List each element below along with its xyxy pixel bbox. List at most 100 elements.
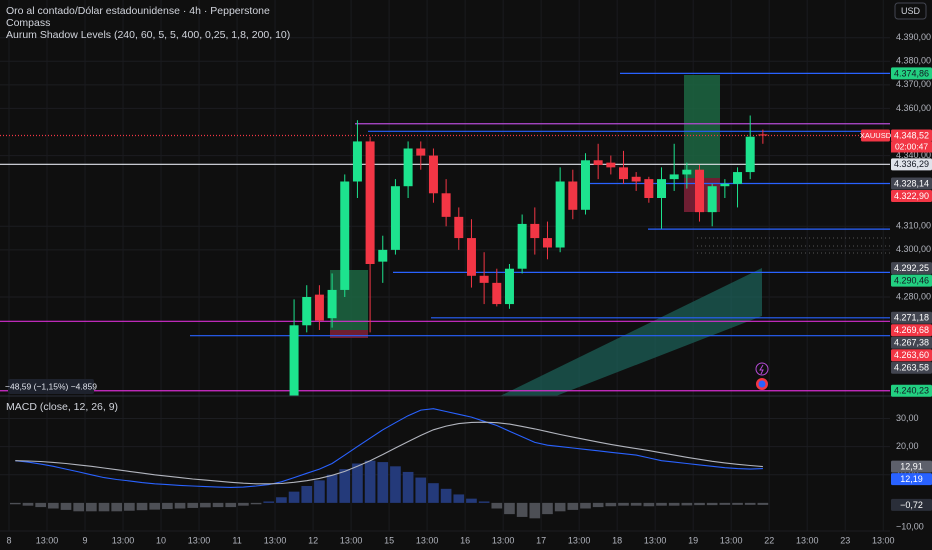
histogram-bar <box>136 502 148 511</box>
candle-body <box>733 172 743 184</box>
price-tag: 4.292,25 <box>894 263 929 273</box>
x-tick-label: 13:00 <box>872 535 895 545</box>
candles <box>289 115 768 396</box>
histogram-bar <box>554 502 566 512</box>
histogram-bar <box>694 502 705 506</box>
price-tag-bg <box>891 460 932 473</box>
price-tag-bg <box>891 311 932 324</box>
y-tick-label: 4.370,00 <box>896 79 931 89</box>
histogram-bar <box>732 502 743 505</box>
histogram-bar <box>466 498 477 503</box>
histogram-bar <box>238 502 249 506</box>
x-tick-label: 13:00 <box>264 535 287 545</box>
price-tag-bg <box>891 129 932 142</box>
histogram-bar <box>60 502 72 510</box>
x-tick-label: 23 <box>840 535 850 545</box>
countdown: 02:00:47 <box>895 142 928 152</box>
x-tick-label: 10 <box>156 535 166 545</box>
currency-box[interactable] <box>894 2 927 20</box>
price-tag-bg <box>891 361 932 374</box>
histogram-bar <box>719 502 731 505</box>
alert-icon[interactable] <box>755 362 769 376</box>
price-tags: 4.374,864.348,52XAUUSD02:00:474.336,294.… <box>860 67 932 511</box>
candle-body <box>327 289 337 319</box>
candle-body <box>492 282 502 305</box>
price-tag-bg <box>891 324 932 337</box>
x-tick-label: 15 <box>384 535 394 545</box>
histogram-bar <box>326 474 338 503</box>
symbol-tag: XAUUSD <box>860 131 892 140</box>
candle-body <box>378 249 388 262</box>
x-tick-label: 13:00 <box>112 535 135 545</box>
histogram-bar <box>744 502 756 505</box>
histogram-bar <box>10 502 21 505</box>
candle-body <box>555 181 565 248</box>
measure-box <box>8 379 94 394</box>
price-tag: 4.348,52 <box>894 130 929 140</box>
currency: USD <box>901 6 921 16</box>
y-tick-label: 4.310,00 <box>896 221 931 231</box>
macd-pane <box>10 408 769 519</box>
x-tick-label: 18 <box>612 535 622 545</box>
price-tag: 4.290,46 <box>894 276 929 286</box>
candle-body <box>745 136 755 173</box>
histogram-bar <box>339 469 351 503</box>
candle-body <box>657 179 667 198</box>
histogram-bar <box>124 502 135 511</box>
y-tick-label: 4.380,00 <box>896 56 931 66</box>
y-tick-label: 4.300,00 <box>896 244 931 254</box>
grid <box>0 0 890 532</box>
candle-body <box>517 223 527 269</box>
histogram-bar <box>149 502 161 510</box>
histogram-bar <box>428 483 439 503</box>
event-icon-inner <box>758 380 766 388</box>
x-tick-label: 13:00 <box>492 535 515 545</box>
candle-body <box>454 216 464 239</box>
histogram-bar <box>111 502 123 512</box>
trend-band <box>500 268 762 396</box>
stop-zone <box>330 330 368 338</box>
histogram-bar <box>643 502 655 507</box>
histogram-bar <box>605 502 617 507</box>
x-tick-label: 13:00 <box>644 535 667 545</box>
macd-line <box>15 408 763 488</box>
histogram-bar <box>364 460 376 503</box>
histogram-bar <box>681 502 693 506</box>
x-tick-label: 11 <box>232 535 241 545</box>
histogram-bar <box>567 502 579 510</box>
candle-body <box>365 141 375 264</box>
histogram-bar <box>377 462 389 503</box>
histogram-bar <box>174 502 186 509</box>
price-tag: 4.263,60 <box>894 350 929 360</box>
candle-body <box>302 297 312 326</box>
price-tag-bg <box>891 349 932 362</box>
price-tag-bg <box>891 262 932 275</box>
histogram-bar <box>98 502 110 512</box>
icons <box>755 362 769 390</box>
histogram-bar <box>580 502 591 509</box>
candle-body <box>593 160 603 165</box>
histogram-bar <box>250 502 262 505</box>
candle-body <box>606 162 616 168</box>
target-zone <box>684 75 720 178</box>
histogram-bar <box>48 502 59 509</box>
alert-bolt <box>759 364 764 375</box>
histogram-bar <box>73 502 85 512</box>
price-tag: 4.263,58 <box>894 363 929 373</box>
price-tag: 4.336,29 <box>894 159 929 169</box>
candle-body <box>428 155 438 194</box>
price-tag: 12,19 <box>900 474 923 484</box>
price-tag: −0,72 <box>900 500 923 510</box>
candle-body <box>390 186 400 250</box>
y-tick-label: 4.360,00 <box>896 103 931 113</box>
histogram-bar <box>263 501 275 503</box>
y-tick-label: 4.390,00 <box>896 32 931 42</box>
price-tag: 4.322,90 <box>894 191 929 201</box>
histogram-bar <box>542 502 553 515</box>
histogram-bar <box>592 502 604 508</box>
histogram-bar <box>415 477 427 503</box>
x-tick-label: 22 <box>764 535 774 545</box>
price-tag-bg <box>891 177 932 190</box>
price-tag-bg <box>891 67 932 80</box>
